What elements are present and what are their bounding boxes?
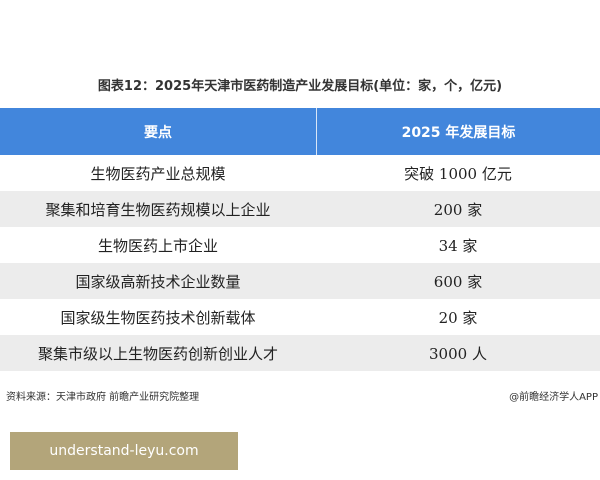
header-key-points: 要点 <box>0 108 317 155</box>
chart-title: 图表12：2025年天津市医药制造产业发展目标(单位：家，个，亿元) <box>97 79 503 94</box>
source-note: 资料来源：天津市政府 前瞻产业研究院整理 <box>6 392 200 403</box>
table-row: 聚集市级以上生物医药创新创业人才 3000 人 <box>0 335 600 371</box>
target-cell: 200 家 <box>433 200 483 219</box>
key-point-cell: 国家级生物医药技术创新载体 <box>60 308 256 327</box>
target-cell: 突破 1000 亿元 <box>404 164 512 183</box>
table-header: 要点 2025 年发展目标 <box>0 108 600 155</box>
header-2025-target: 2025 年发展目标 <box>401 124 516 141</box>
target-cell: 20 家 <box>438 308 478 327</box>
table-row: 聚集和培育生物医药规模以上企业 200 家 <box>0 191 600 227</box>
data-table: 要点 2025 年发展目标 生物医药产业总规模 突破 1000 亿元聚集和培育生物… <box>0 108 600 371</box>
app-credit: @前瞻经济学人APP <box>509 392 598 403</box>
key-point-cell: 聚集和培育生物医药规模以上企业 <box>45 200 271 219</box>
key-point-cell: 国家级高新技术企业数量 <box>75 272 241 291</box>
table-row: 国家级生物医药技术创新载体 20 家 <box>0 299 600 335</box>
key-point-cell: 聚集市级以上生物医药创新创业人才 <box>37 344 278 363</box>
key-point-cell: 生物医药产业总规模 <box>90 164 226 183</box>
table-row: 国家级高新技术企业数量 600 家 <box>0 263 600 299</box>
key-point-cell: 生物医药上市企业 <box>97 236 218 255</box>
table-row: 生物医药上市企业 34 家 <box>0 227 600 263</box>
target-cell: 34 家 <box>438 236 478 255</box>
table-row: 生物医药产业总规模 突破 1000 亿元 <box>0 155 600 191</box>
target-cell: 3000 人 <box>429 344 487 363</box>
site-banner[interactable]: understand-leyu.com <box>10 432 238 470</box>
target-cell: 600 家 <box>433 272 483 291</box>
